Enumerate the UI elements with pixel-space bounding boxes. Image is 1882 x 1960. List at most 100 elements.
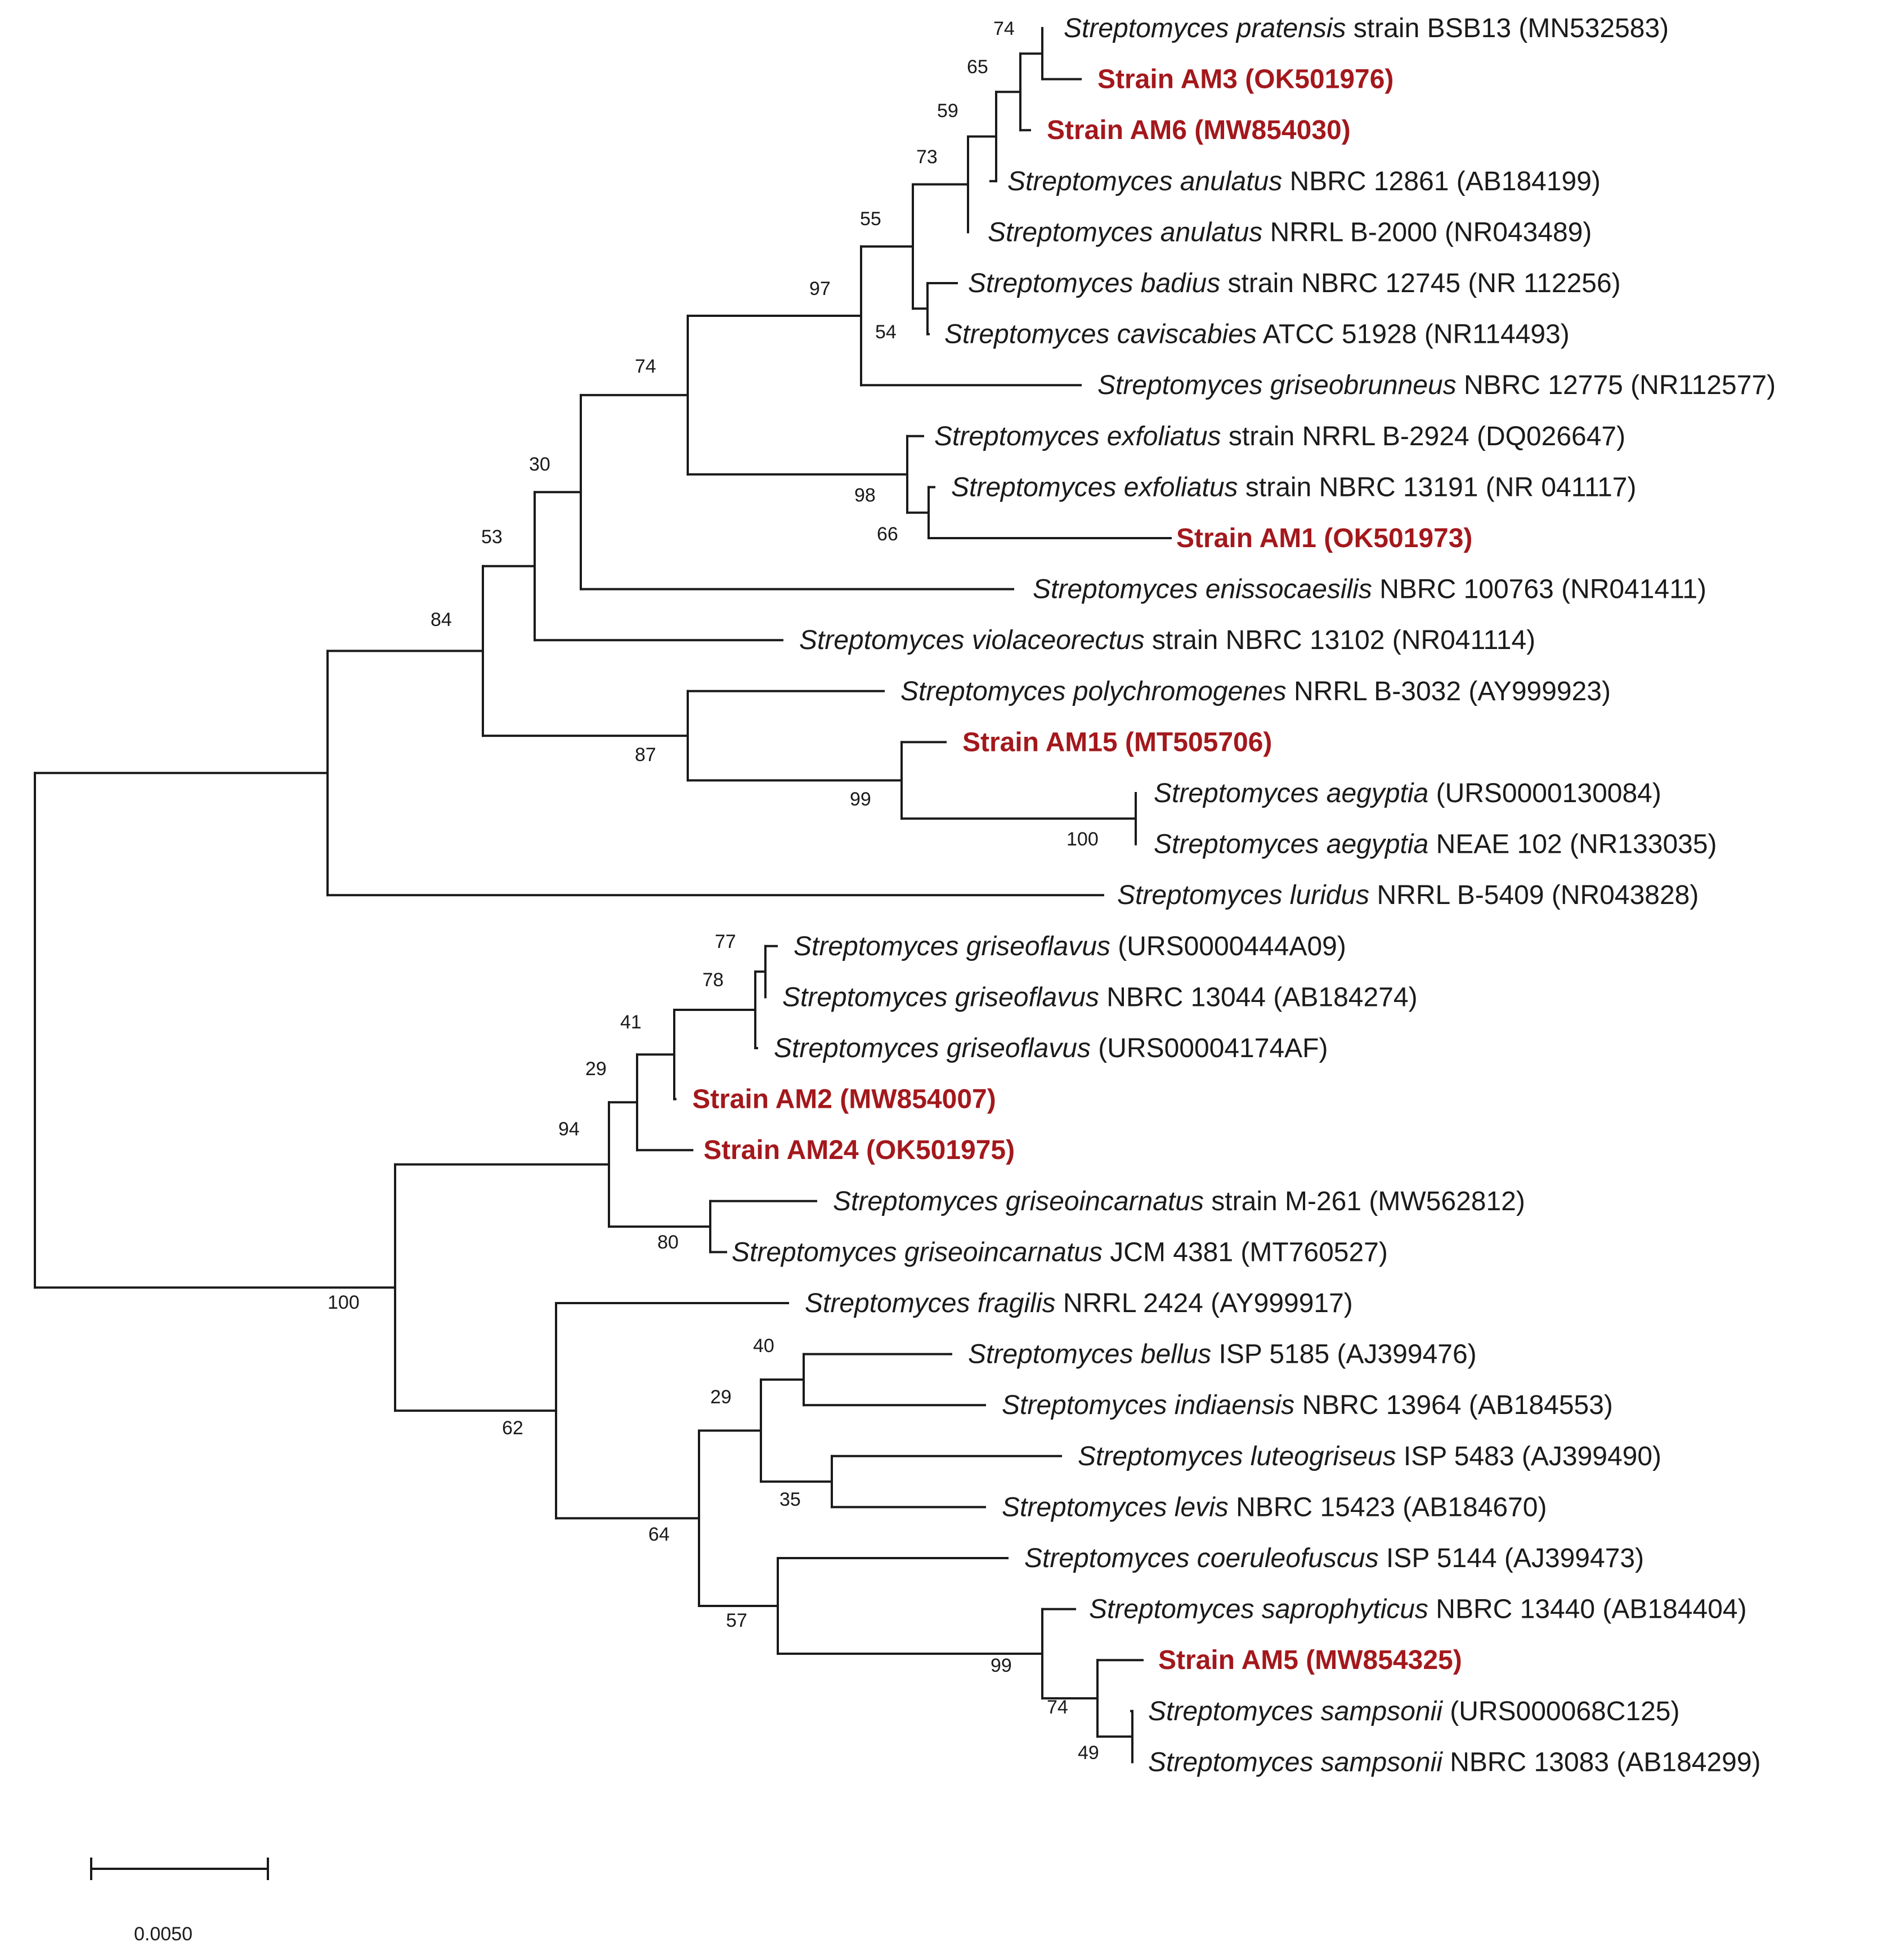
species-leaf-label: Streptomyces pratensis strain BSB13 (MN5…: [1064, 14, 1669, 43]
species-name: Streptomyces sampsonii: [1148, 1697, 1443, 1726]
species-leaf-label: Streptomyces coeruleofuscus ISP 5144 (AJ…: [1024, 1543, 1644, 1573]
strain-leaf-label: Strain AM6 (MW854030): [1047, 115, 1351, 145]
bootstrap-value: 84: [431, 609, 452, 630]
species-leaf-label: Streptomyces griseoflavus NBRC 13044 (AB…: [782, 982, 1418, 1012]
bootstrap-value: 29: [585, 1058, 607, 1080]
strain-accession: NBRC 13083 (AB184299): [1442, 1747, 1761, 1777]
species-name: Streptomyces bellus: [968, 1340, 1211, 1370]
strain-accession: NBRC 13964 (AB184553): [1294, 1390, 1613, 1420]
bootstrap-value: 40: [753, 1335, 774, 1357]
strain-accession: (URS00004174AF): [1091, 1033, 1328, 1063]
strain-accession: ISP 5144 (AJ399473): [1379, 1543, 1644, 1573]
bootstrap-value: 59: [937, 100, 958, 122]
species-leaf-label: Streptomyces griseoincarnatus JCM 4381 (…: [732, 1237, 1388, 1267]
species-name: Streptomyces griseoflavus: [782, 982, 1099, 1012]
species-name: Streptomyces luridus: [1117, 880, 1369, 910]
species-leaf-label: Streptomyces griseobrunneus NBRC 12775 (…: [1097, 370, 1776, 400]
strain-accession: NBRC 15423 (AB184670): [1229, 1492, 1547, 1522]
species-leaf-label: Streptomyces griseoincarnatus strain M-2…: [833, 1187, 1525, 1216]
bootstrap-value: 74: [635, 356, 656, 377]
bootstrap-value: 98: [854, 485, 876, 506]
strain-leaf-label: Strain AM1 (OK501973): [1176, 523, 1472, 553]
bootstrap-value: 94: [558, 1118, 580, 1140]
bootstrap-value: 65: [967, 56, 988, 78]
species-leaf-label: Streptomyces badius strain NBRC 12745 (N…: [968, 269, 1621, 298]
strain-accession: NBRC 13440 (AB184404): [1428, 1595, 1747, 1625]
strain-accession: NRRL B-3032 (AY999923): [1287, 677, 1611, 706]
species-name: Streptomyces griseobrunneus: [1097, 370, 1457, 400]
bootstrap-value: 73: [916, 146, 938, 168]
strain-accession: strain NBRC 13191 (NR 041117): [1238, 472, 1637, 502]
species-name: Streptomyces griseoflavus: [794, 932, 1110, 961]
species-name: Streptomyces pratensis: [1064, 14, 1346, 43]
species-leaf-label: Streptomyces enissocaesilis NBRC 100763 …: [1033, 575, 1706, 605]
species-leaf-label: Streptomyces aegyptia NEAE 102 (NR133035…: [1154, 830, 1717, 860]
species-leaf-label: Streptomyces sampsonii NBRC 13083 (AB184…: [1148, 1747, 1761, 1777]
species-leaf-label: Streptomyces griseoflavus (URS0000444A09…: [794, 932, 1346, 961]
species-name: Streptomyces aegyptia: [1154, 778, 1428, 808]
bootstrap-value: 87: [635, 744, 656, 766]
species-name: Streptomyces anulatus: [1007, 167, 1282, 196]
species-name: Streptomyces levis: [1002, 1492, 1229, 1522]
species-name: Streptomyces violaceorectus: [799, 625, 1145, 655]
species-name: Streptomyces polychromogenes: [900, 677, 1287, 706]
bootstrap-value: 78: [702, 969, 724, 991]
bootstrap-value: 62: [502, 1417, 523, 1439]
bootstrap-value: 100: [328, 1292, 360, 1313]
strain-accession: NRRL B-2000 (NR043489): [1262, 217, 1592, 247]
species-name: Streptomyces exfoliatus: [951, 472, 1238, 502]
bootstrap-value: 99: [991, 1655, 1012, 1676]
bootstrap-values: 7465597354559766987430531009987847778412…: [328, 18, 1099, 1764]
strain-accession: NRRL 2424 (AY999917): [1055, 1288, 1352, 1318]
strain-accession: (URS0000130084): [1428, 778, 1661, 808]
tree-branches: [34, 27, 1172, 1764]
strain-accession: JCM 4381 (MT760527): [1103, 1237, 1388, 1267]
species-leaf-label: Streptomyces anulatus NBRC 12861 (AB1841…: [1007, 167, 1601, 196]
leaf-labels: Streptomyces pratensis strain BSB13 (MN5…: [692, 14, 1776, 1777]
species-leaf-label: Streptomyces fragilis NRRL 2424 (AY99991…: [805, 1288, 1353, 1318]
strain-accession: NBRC 13044 (AB184274): [1099, 982, 1418, 1012]
species-name: Streptomyces griseoincarnatus: [732, 1237, 1103, 1267]
species-name: Streptomyces luteogriseus: [1078, 1442, 1396, 1471]
species-leaf-label: Streptomyces violaceorectus strain NBRC …: [799, 625, 1535, 655]
strain-accession: NRRL B-5409 (NR043828): [1369, 880, 1699, 910]
bootstrap-value: 54: [875, 321, 897, 343]
strain-accession: strain NRRL B-2924 (DQ026647): [1221, 422, 1626, 451]
species-leaf-label: Streptomyces luridus NRRL B-5409 (NR0438…: [1117, 880, 1699, 910]
species-leaf-label: Streptomyces exfoliatus strain NBRC 1319…: [951, 472, 1636, 502]
bootstrap-value: 55: [860, 208, 881, 230]
strain-accession: NBRC 12861 (AB184199): [1282, 167, 1601, 196]
species-leaf-label: Streptomyces bellus ISP 5185 (AJ399476): [968, 1340, 1477, 1370]
species-name: Streptomyces aegyptia: [1154, 830, 1428, 860]
species-leaf-label: Streptomyces luteogriseus ISP 5483 (AJ39…: [1078, 1442, 1661, 1471]
species-name: Streptomyces fragilis: [805, 1288, 1055, 1318]
bootstrap-value: 57: [726, 1610, 747, 1631]
species-leaf-label: Streptomyces saprophyticus NBRC 13440 (A…: [1089, 1595, 1747, 1625]
strain-accession: NEAE 102 (NR133035): [1428, 830, 1717, 860]
scale-bar-label: 0.0050: [134, 1923, 192, 1945]
species-leaf-label: Streptomyces indiaensis NBRC 13964 (AB18…: [1002, 1390, 1613, 1420]
scale-bar: 0.0050: [90, 1858, 269, 1945]
bootstrap-value: 80: [657, 1232, 679, 1253]
species-name: Streptomyces sampsonii: [1148, 1747, 1443, 1777]
bootstrap-value: 97: [809, 278, 831, 299]
species-leaf-label: Streptomyces polychromogenes NRRL B-3032…: [900, 677, 1611, 706]
strain-leaf-label: Strain AM15 (MT505706): [962, 727, 1272, 757]
strain-leaf-label: Strain AM24 (OK501975): [703, 1135, 1015, 1165]
strain-accession: strain NBRC 13102 (NR041114): [1145, 625, 1536, 655]
bootstrap-value: 64: [648, 1524, 670, 1545]
bootstrap-value: 30: [529, 454, 550, 475]
strain-accession: (URS000068C125): [1442, 1697, 1680, 1726]
bootstrap-value: 74: [1047, 1697, 1068, 1718]
strain-leaf-label: Strain AM2 (MW854007): [692, 1085, 996, 1115]
species-leaf-label: Streptomyces sampsonii (URS000068C125): [1148, 1697, 1679, 1726]
strain-accession: strain NBRC 12745 (NR 112256): [1220, 269, 1620, 298]
species-name: Streptomyces saprophyticus: [1089, 1595, 1428, 1625]
bootstrap-value: 77: [715, 931, 736, 952]
strain-accession: ISP 5185 (AJ399476): [1211, 1340, 1476, 1370]
species-name: Streptomyces enissocaesilis: [1033, 575, 1372, 605]
species-name: Streptomyces caviscabies: [944, 320, 1257, 350]
bootstrap-value: 74: [993, 18, 1015, 39]
strain-accession: ATCC 51928 (NR114493): [1257, 320, 1570, 350]
